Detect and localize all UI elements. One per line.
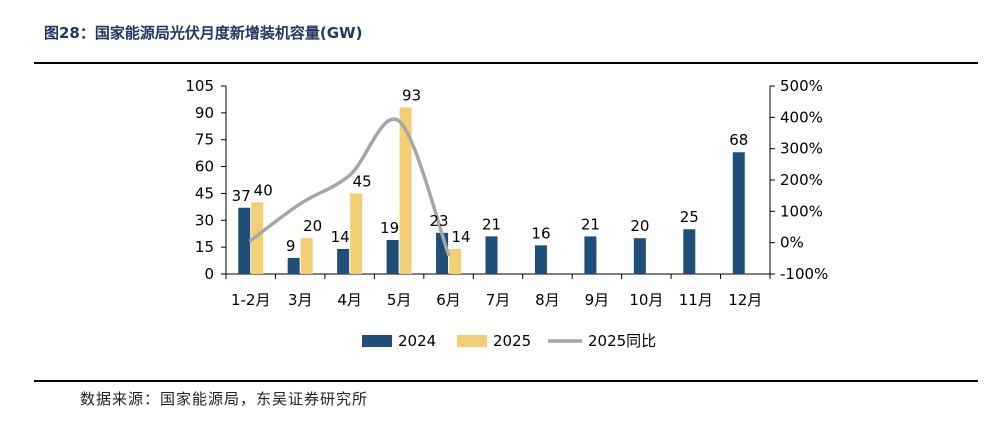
data-label-2025: 93	[402, 86, 421, 104]
bar-2025	[399, 107, 412, 274]
bar-2025	[300, 238, 313, 274]
bar-2025	[251, 202, 264, 274]
left-tick-label: 15	[195, 238, 214, 256]
right-tick-label: 100%	[780, 202, 823, 220]
right-tick-label: 300%	[780, 140, 823, 158]
x-tick-label: 3月	[288, 291, 313, 309]
source-note: 数据来源：国家能源局，东吴证券研究所	[80, 390, 369, 408]
x-tick-label: 6月	[436, 291, 461, 309]
bar-2024	[238, 207, 251, 274]
data-label-2025: 40	[254, 181, 273, 199]
x-tick-label: 8月	[535, 291, 560, 309]
left-tick-label: 45	[195, 184, 214, 202]
data-label-2024: 37	[232, 187, 251, 205]
data-label-2024: 21	[482, 215, 501, 233]
data-label-2024: 21	[581, 215, 600, 233]
x-tick-label: 5月	[387, 291, 412, 309]
x-tick-label: 1-2月	[231, 291, 271, 309]
right-tick-label: 200%	[780, 171, 823, 189]
x-tick-label: 10月	[629, 291, 663, 309]
bar-2024	[485, 236, 498, 274]
bottom-rule	[34, 380, 978, 382]
bar-2024	[732, 152, 745, 274]
data-label-2025: 20	[303, 217, 322, 235]
data-label-2024: 16	[531, 224, 550, 242]
bar-2025	[449, 248, 462, 274]
legend-label: 2025同比	[588, 332, 656, 350]
bar-2024	[584, 236, 597, 274]
bar-2024	[287, 257, 300, 274]
x-tick-label: 9月	[585, 291, 610, 309]
legend-swatch-2025	[457, 335, 487, 347]
legend-label: 2025	[493, 332, 531, 350]
data-label-2024: 19	[380, 219, 399, 237]
top-rule	[34, 62, 978, 64]
left-tick-label: 30	[195, 211, 214, 229]
bar-2024	[534, 245, 547, 274]
bar-2024	[683, 229, 696, 274]
x-tick-label: 12月	[728, 291, 762, 309]
data-label-2024: 9	[286, 237, 296, 255]
bar-2025	[350, 193, 363, 274]
figure-title: 图28：国家能源局光伏月度新增装机容量(GW)	[44, 24, 363, 42]
right-tick-label: 500%	[780, 77, 823, 95]
legend-label: 2024	[398, 332, 436, 350]
x-tick-label: 11月	[679, 291, 713, 309]
right-tick-label: 0%	[780, 234, 804, 252]
data-label-2024: 25	[680, 208, 699, 226]
data-label-2024: 68	[729, 131, 748, 149]
left-tick-label: 105	[185, 77, 214, 95]
right-tick-label: -100%	[780, 265, 828, 283]
right-tick-label: 400%	[780, 108, 823, 126]
left-tick-label: 0	[204, 265, 214, 283]
line-2025-yoy	[248, 117, 451, 257]
bar-2024	[386, 239, 399, 274]
x-tick-label: 4月	[337, 291, 362, 309]
data-label-2024: 14	[331, 228, 350, 246]
bar-2024	[633, 238, 646, 274]
bar-2024	[337, 248, 350, 274]
left-tick-label: 75	[195, 131, 214, 149]
legend-swatch-2024	[362, 335, 392, 347]
x-tick-label: 7月	[486, 291, 511, 309]
data-label-2025: 14	[451, 228, 470, 246]
left-tick-label: 90	[195, 104, 214, 122]
left-tick-label: 60	[195, 158, 214, 176]
data-label-2024: 20	[630, 217, 649, 235]
data-label-2025: 45	[353, 172, 372, 190]
data-label-2024: 23	[429, 212, 448, 230]
